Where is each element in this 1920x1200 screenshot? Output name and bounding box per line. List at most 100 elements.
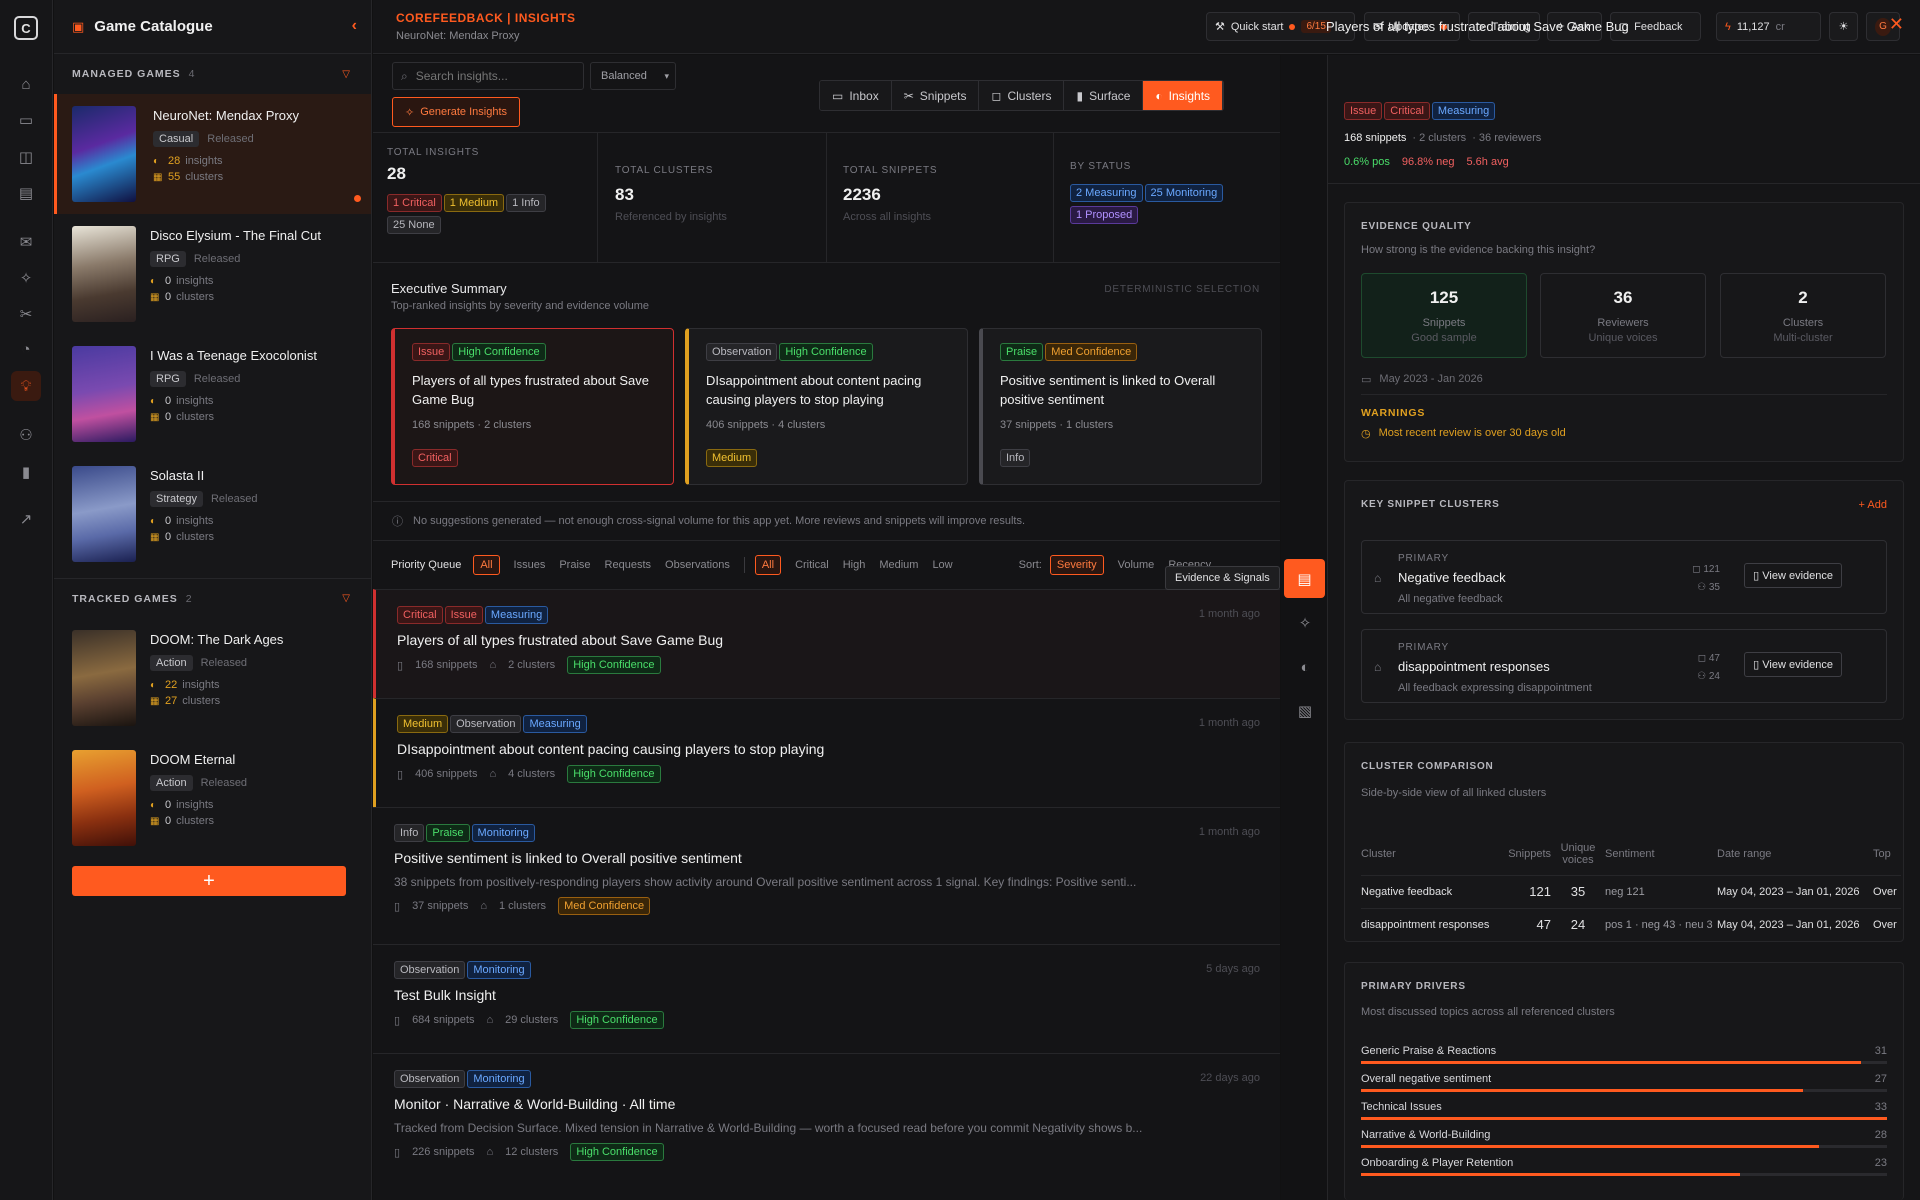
insight-row[interactable]: Observation Monitoring Test Bulk Insight … [373,944,1280,1053]
filter-sev-low[interactable]: Low [932,559,953,571]
cell-date-range: May 04, 2023 – Jan 01, 2026 [1717,908,1873,941]
lightbulb-icon[interactable]: 💡︎ [11,371,41,401]
lightbulb-icon[interactable]: ◐ [1300,658,1310,676]
game-item[interactable]: DOOM Eternal Action Released ◐ 0 insights ▦… [54,738,371,858]
insight-row[interactable]: Info Praise Monitoring Positive sentiment … [373,807,1280,944]
filter-type-requests[interactable]: Requests [604,559,652,571]
collapse-sidebar-icon[interactable]: ‹ [351,17,357,34]
filter-sev-critical[interactable]: Critical [795,559,829,571]
tab-surface[interactable]: ▮ Surface [1064,81,1144,110]
close-icon[interactable]: ✕ [1888,14,1904,34]
credits-display[interactable]: ϟ 11,127 cr [1716,12,1821,41]
home-icon[interactable]: ⌂ [21,75,31,93]
view-evidence-button[interactable]: ▯ View evidence [1744,563,1842,588]
cell-cluster: Negative feedback [1361,875,1503,909]
filter-sev-high[interactable]: High [842,559,866,571]
add-cluster-button[interactable]: + Add [1858,499,1887,511]
avatar-button[interactable]: G [1866,12,1900,41]
updates-button[interactable]: ✉ Updates [1364,12,1460,41]
search-box[interactable]: ⌕ [392,62,584,90]
summary-card[interactable]: Praise Med Confidence Positive sentiment … [979,328,1262,485]
game-title: I Was a Teenage Exocolonist [150,348,317,363]
cluster-item[interactable]: ⌂ PRIMARY Negative feedback All negative… [1361,540,1887,614]
tab-snippets[interactable]: ✂ Snippets [891,81,980,110]
severity-chip: Info [394,824,425,842]
generate-insights-button[interactable]: ✧ Generate Insights [392,97,520,127]
filter-type-observations[interactable]: Observations [665,559,730,571]
people-icon[interactable]: ⚇ [19,427,33,444]
priority-queue-filters: Priority Queue All Issues Praise Request… [373,547,1280,583]
filter-sev-medium[interactable]: Medium [879,559,919,571]
column-header: Top [1873,833,1901,876]
search-icon: ⌕ [401,68,408,83]
view-evidence-button[interactable]: ▯ View evidence [1744,652,1842,677]
comparison-table: Cluster Snippets Unique voices Sentiment… [1361,833,1901,941]
feedback-button[interactable]: ◻ Feedback [1610,12,1701,41]
managed-games-section[interactable]: MANAGED GAMES 4 ▽ [54,54,371,94]
sort-severity[interactable]: Severity [1049,555,1104,575]
insights-label: insights [176,395,214,407]
scissors-icon[interactable]: ✂ [19,306,33,323]
insight-count: 0 [165,515,172,527]
game-item[interactable]: DOOM: The Dark Ages Action Released ◐ 22 in… [54,618,371,738]
cluster-item[interactable]: ⌂ PRIMARY disappointment responses All f… [1361,629,1887,703]
surface-icon[interactable]: ◔ [21,340,31,358]
bar-chart-icon[interactable]: ▮ [21,464,31,481]
insight-row[interactable]: Medium Observation Measuring DIsappointmen… [373,698,1280,807]
chevron-down-icon[interactable]: ▽ [342,68,351,80]
cluster-count: 1 clusters [498,900,547,912]
app-logo-icon[interactable]: C [14,16,38,40]
mode-select[interactable]: Balanced ▾ [590,62,676,90]
search-input[interactable] [415,69,566,83]
checklist-icon[interactable]: ▧ [1297,703,1313,720]
tab-insights[interactable]: ◐ Insights [1143,81,1224,110]
filter-sev-all[interactable]: All [754,555,782,575]
table-row[interactable]: disappointment responses 47 24 pos 1 · n… [1361,908,1901,941]
game-item[interactable]: I Was a Teenage Exocolonist RPG Released … [54,334,371,454]
key-snippet-clusters-card: KEY SNIPPET CLUSTERS + Add ⌂ PRIMARY Neg… [1344,480,1904,720]
insight-row[interactable]: Critical Issue Measuring Players of all ty… [373,589,1280,698]
confidence-chip: High Confidence [570,1011,664,1029]
summary-card[interactable]: Issue High Confidence Players of all type… [391,328,674,485]
release-status: Released [207,133,254,145]
mode-value: Balanced [601,70,647,82]
document-icon[interactable]: ▤ [18,185,34,202]
table-row[interactable]: Negative feedback 121 35 neg 121 May 04,… [1361,875,1901,909]
inbox-icon[interactable]: ✉ [19,234,33,251]
summary-card[interactable]: Observation High Confidence DIsappointmen… [685,328,968,485]
tracked-games-section[interactable]: TRACKED GAMES 2 ▽ [54,578,371,618]
game-item[interactable]: NeuroNet: Mendax Proxy Casual Released ◐ 2… [54,94,371,214]
evidence-icon[interactable]: ▤ [1284,559,1325,598]
card-title: Players of all types frustrated about Sa… [412,373,650,407]
trend-icon[interactable]: ↗ [19,511,33,528]
gamepad-icon[interactable]: ◫ [18,149,34,166]
filter-type-all[interactable]: All [473,555,500,575]
filter-type-praise[interactable]: Praise [559,559,591,571]
book-icon[interactable]: ▭ [18,112,34,129]
filter-type-issues[interactable]: Issues [513,559,546,571]
section-count: 2 [185,592,193,605]
lightbulb-icon: ◐ [150,799,157,811]
game-item[interactable]: Disco Elysium - The Final Cut RPG Release… [54,214,371,334]
scissors-icon: ✂ [903,88,914,103]
sparkle-icon[interactable]: ✧ [1298,615,1312,632]
sparkle-icon[interactable]: ✧ [19,270,33,287]
sort-volume[interactable]: Volume [1117,559,1155,571]
quick-start-button[interactable]: ⚒ Quick start 6/15 [1206,12,1355,41]
tab-clusters[interactable]: ◻ Clusters [979,81,1065,110]
game-item[interactable]: Solasta II Strategy Released ◐ 0 insights ▦… [54,454,371,574]
training-button[interactable]: ▷ Training [1468,12,1540,41]
sidebar-header: ▣ Game Catalogue ‹ [54,0,371,54]
chevron-down-icon[interactable]: ▽ [342,593,351,604]
insights-label: insights [176,275,214,287]
confidence-chip: High Confidence [452,343,546,361]
tab-label: Snippets [919,88,967,103]
game-title: Solasta II [150,468,205,483]
column-header: Snippets [1503,833,1559,876]
insight-row[interactable]: Observation Monitoring Monitor · Narrativ… [373,1053,1280,1190]
ask-button[interactable]: ✧ Ask [1547,12,1602,41]
add-game-button[interactable]: + [72,866,346,896]
driver-bar [1361,1061,1887,1064]
tab-inbox[interactable]: ▭ Inbox [820,81,892,110]
theme-toggle-button[interactable]: ☀ [1829,12,1858,41]
